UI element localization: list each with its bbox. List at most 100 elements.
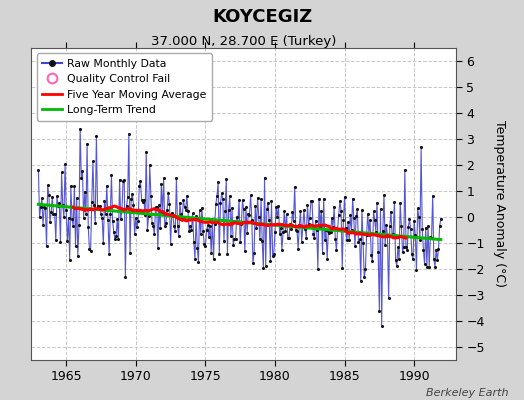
Point <box>118 208 126 214</box>
Point <box>102 211 110 217</box>
Point <box>304 221 313 227</box>
Point <box>110 229 118 235</box>
Point <box>185 228 193 235</box>
Point <box>99 240 107 247</box>
Point <box>198 204 206 211</box>
Point <box>59 202 67 209</box>
Point <box>92 133 101 140</box>
Point <box>305 214 314 221</box>
Point <box>289 218 298 224</box>
Point <box>224 207 233 213</box>
Text: KOYCEGIZ: KOYCEGIZ <box>212 8 312 26</box>
Point <box>390 198 399 205</box>
Point <box>225 193 234 199</box>
Point <box>346 212 355 218</box>
Point <box>47 209 56 215</box>
Point <box>273 214 281 221</box>
Point <box>233 214 241 220</box>
Point <box>382 221 390 228</box>
Point <box>294 245 302 252</box>
Point <box>364 210 372 217</box>
Point <box>433 257 442 264</box>
Point <box>252 225 260 232</box>
Point <box>192 213 200 220</box>
Point <box>383 232 391 239</box>
Point <box>69 223 78 229</box>
Point <box>315 196 323 202</box>
Point <box>276 231 284 237</box>
Point <box>38 195 46 202</box>
Point <box>347 226 356 233</box>
Point <box>81 189 89 195</box>
Point <box>106 211 114 218</box>
Point <box>404 224 412 230</box>
Point <box>91 220 100 226</box>
Point <box>193 245 201 251</box>
Point <box>138 199 147 206</box>
Point <box>281 228 290 234</box>
Point <box>333 226 342 232</box>
Point <box>410 218 418 224</box>
Point <box>353 206 362 212</box>
Point <box>209 256 217 262</box>
Point <box>68 216 76 222</box>
Point <box>121 274 129 280</box>
Point <box>408 250 416 257</box>
Point <box>296 208 304 214</box>
Point <box>191 256 199 262</box>
Point <box>424 223 432 229</box>
Point <box>217 190 226 197</box>
Point <box>150 231 159 238</box>
Point <box>75 222 83 228</box>
Point <box>132 215 140 222</box>
Point <box>328 215 336 222</box>
Point <box>413 205 422 211</box>
Point <box>62 207 70 213</box>
Point <box>67 183 75 190</box>
Point <box>267 198 276 204</box>
Point <box>394 244 402 250</box>
Point <box>309 231 318 238</box>
Point <box>93 203 102 209</box>
Point <box>199 227 208 234</box>
Point <box>220 238 228 244</box>
Point <box>401 167 409 173</box>
Point <box>350 215 358 222</box>
Point <box>272 203 280 210</box>
Point <box>311 217 320 224</box>
Point <box>125 130 133 137</box>
Point <box>412 267 421 274</box>
Point <box>414 214 423 220</box>
Point <box>202 227 211 234</box>
Point <box>45 191 53 198</box>
Point <box>316 224 324 230</box>
Point <box>355 236 364 242</box>
Point <box>77 175 85 181</box>
Point <box>50 210 59 217</box>
Point <box>409 256 417 262</box>
Point <box>342 224 350 231</box>
Point <box>168 209 176 216</box>
Point <box>396 200 405 206</box>
Point <box>172 175 181 182</box>
Point <box>351 242 359 249</box>
Point <box>279 228 287 235</box>
Point <box>200 240 209 247</box>
Point <box>235 197 243 204</box>
Point <box>41 204 50 211</box>
Point <box>82 211 90 218</box>
Point <box>308 198 316 204</box>
Point <box>55 199 63 206</box>
Point <box>403 247 411 253</box>
Point <box>86 248 95 254</box>
Point <box>194 258 203 265</box>
Point <box>345 237 353 244</box>
Point <box>196 231 205 238</box>
Point <box>268 252 277 259</box>
Point <box>380 191 388 198</box>
Point <box>250 250 258 256</box>
Point <box>195 207 204 214</box>
Point <box>114 236 123 242</box>
Point <box>162 219 170 226</box>
Point <box>292 227 300 234</box>
